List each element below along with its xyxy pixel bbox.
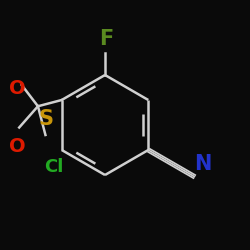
Text: F: F [99, 29, 114, 49]
Text: S: S [39, 109, 54, 129]
Text: Cl: Cl [44, 158, 64, 176]
Text: N: N [194, 154, 211, 174]
Text: O: O [9, 137, 25, 156]
Text: O: O [9, 79, 25, 98]
